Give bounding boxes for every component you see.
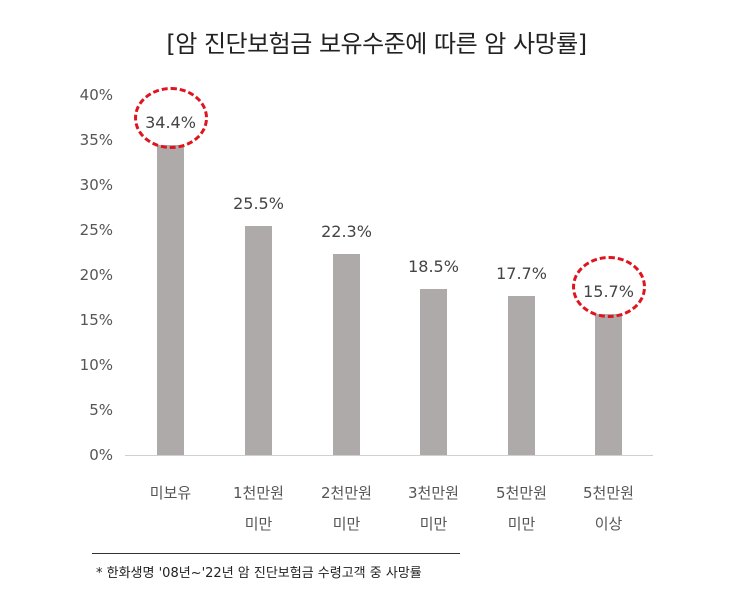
y-tick-label: 40% [79, 86, 113, 104]
x-category-label: 5천만원 미만 [496, 484, 547, 533]
bar [420, 288, 447, 455]
footnote: * 한화생명 '08년~'22년 암 진단보험금 수령고객 중 사망률 [96, 566, 422, 581]
y-tick-label: 10% [79, 356, 113, 374]
highlight-circle [571, 255, 646, 318]
y-tick-label: 5% [89, 401, 113, 419]
x-category-label: 3천만원 미만 [408, 484, 459, 533]
chart-title: [암 진단보험금 보유수준에 따른 암 사망률] [166, 30, 587, 58]
value-label: 17.7% [496, 263, 547, 283]
y-tick-label: 25% [79, 221, 113, 239]
bar [333, 254, 360, 455]
value-label: 22.3% [321, 222, 372, 242]
y-tick-label: 15% [79, 311, 113, 329]
bar [508, 295, 535, 455]
bar [595, 313, 622, 455]
bar [157, 145, 184, 455]
y-tick-label: 0% [89, 446, 113, 464]
footnote-divider [92, 553, 460, 554]
bar [245, 225, 272, 455]
highlight-circle [133, 87, 208, 150]
x-category-label: 2천만원 미만 [321, 484, 372, 533]
value-label: 18.5% [408, 256, 459, 276]
y-tick-label: 30% [79, 176, 113, 194]
x-category-label: 1천만원 미만 [233, 484, 284, 533]
value-label: 25.5% [233, 193, 284, 213]
y-tick-label: 20% [79, 266, 113, 284]
y-tick-label: 35% [79, 131, 113, 149]
x-axis-line [125, 455, 653, 456]
x-category-label: 5천만원 이상 [583, 484, 634, 533]
x-category-label: 미보유 [149, 484, 192, 502]
